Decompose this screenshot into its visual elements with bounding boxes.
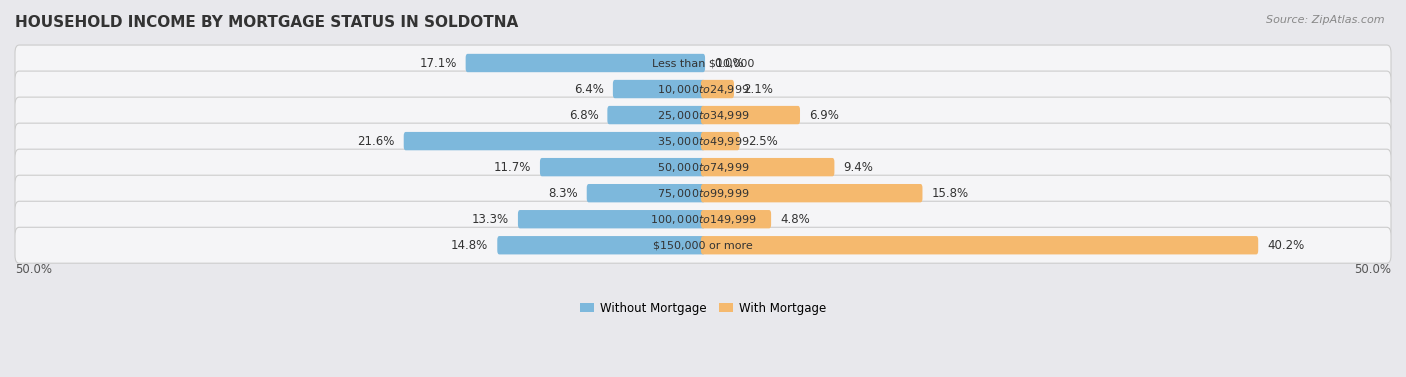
Legend: Without Mortgage, With Mortgage: Without Mortgage, With Mortgage	[575, 297, 831, 319]
FancyBboxPatch shape	[540, 158, 704, 176]
Text: 2.1%: 2.1%	[742, 83, 773, 95]
Text: 4.8%: 4.8%	[780, 213, 810, 226]
FancyBboxPatch shape	[702, 158, 834, 176]
Text: $35,000 to $49,999: $35,000 to $49,999	[657, 135, 749, 148]
Text: Source: ZipAtlas.com: Source: ZipAtlas.com	[1267, 15, 1385, 25]
Text: HOUSEHOLD INCOME BY MORTGAGE STATUS IN SOLDOTNA: HOUSEHOLD INCOME BY MORTGAGE STATUS IN S…	[15, 15, 519, 30]
FancyBboxPatch shape	[465, 54, 704, 72]
FancyBboxPatch shape	[702, 106, 800, 124]
FancyBboxPatch shape	[586, 184, 704, 202]
Text: $150,000 or more: $150,000 or more	[654, 240, 752, 250]
FancyBboxPatch shape	[702, 80, 734, 98]
Text: 2.5%: 2.5%	[748, 135, 778, 148]
FancyBboxPatch shape	[498, 236, 704, 254]
Text: 6.8%: 6.8%	[568, 109, 599, 121]
FancyBboxPatch shape	[702, 184, 922, 202]
FancyBboxPatch shape	[607, 106, 704, 124]
Text: $100,000 to $149,999: $100,000 to $149,999	[650, 213, 756, 226]
FancyBboxPatch shape	[517, 210, 704, 228]
Text: 8.3%: 8.3%	[548, 187, 578, 200]
FancyBboxPatch shape	[404, 132, 704, 150]
Text: 9.4%: 9.4%	[844, 161, 873, 174]
FancyBboxPatch shape	[15, 201, 1391, 237]
FancyBboxPatch shape	[702, 210, 770, 228]
FancyBboxPatch shape	[15, 227, 1391, 263]
Text: 17.1%: 17.1%	[419, 57, 457, 69]
Text: 14.8%: 14.8%	[451, 239, 488, 252]
Text: 40.2%: 40.2%	[1267, 239, 1305, 252]
Text: $75,000 to $99,999: $75,000 to $99,999	[657, 187, 749, 200]
Text: 50.0%: 50.0%	[1354, 264, 1391, 276]
FancyBboxPatch shape	[613, 80, 704, 98]
Text: $25,000 to $34,999: $25,000 to $34,999	[657, 109, 749, 121]
Text: 11.7%: 11.7%	[494, 161, 531, 174]
FancyBboxPatch shape	[15, 149, 1391, 185]
FancyBboxPatch shape	[702, 236, 1258, 254]
FancyBboxPatch shape	[15, 123, 1391, 159]
Text: 0.0%: 0.0%	[714, 57, 744, 69]
Text: $10,000 to $24,999: $10,000 to $24,999	[657, 83, 749, 95]
Text: 13.3%: 13.3%	[472, 213, 509, 226]
Text: Less than $10,000: Less than $10,000	[652, 58, 754, 68]
FancyBboxPatch shape	[15, 45, 1391, 81]
FancyBboxPatch shape	[15, 97, 1391, 133]
Text: $50,000 to $74,999: $50,000 to $74,999	[657, 161, 749, 174]
Text: 21.6%: 21.6%	[357, 135, 395, 148]
Text: 50.0%: 50.0%	[15, 264, 52, 276]
FancyBboxPatch shape	[702, 132, 740, 150]
Text: 6.9%: 6.9%	[808, 109, 839, 121]
Text: 15.8%: 15.8%	[931, 187, 969, 200]
FancyBboxPatch shape	[15, 175, 1391, 211]
FancyBboxPatch shape	[15, 71, 1391, 107]
Text: 6.4%: 6.4%	[574, 83, 605, 95]
